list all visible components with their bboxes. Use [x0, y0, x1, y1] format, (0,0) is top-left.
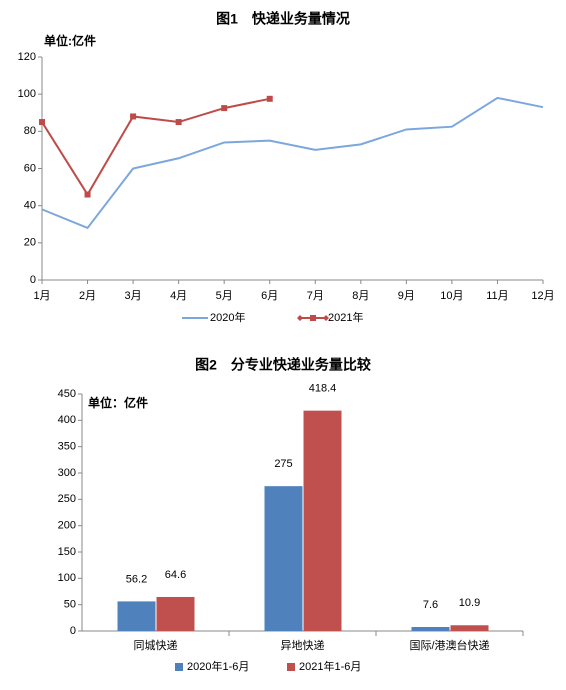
chart-title: 图2 分专业快递业务量比较 [195, 357, 371, 373]
legend-label: 2021年 [328, 310, 363, 324]
value-label: 64.6 [165, 569, 186, 581]
x-tick-label: 12月 [531, 290, 554, 302]
x-tick-label: 8月 [352, 290, 369, 302]
bar [411, 626, 450, 631]
y-tick-label: 300 [58, 467, 76, 479]
x-tick-label: 异地快递 [281, 638, 325, 652]
marker [39, 119, 45, 126]
legend-label: 2021年1-6月 [299, 659, 361, 673]
value-label: 275 [274, 458, 292, 470]
x-tick-label: 6月 [261, 290, 278, 302]
y-tick-label: 60 [24, 162, 36, 174]
chart-title: 图1 快递业务量情况 [216, 11, 350, 27]
legend-label: 2020年1-6月 [187, 659, 249, 673]
marker [221, 105, 228, 112]
y-tick-label: 50 [64, 599, 76, 611]
y-tick-label: 450 [58, 388, 76, 400]
marker [130, 113, 137, 120]
marker [266, 95, 273, 102]
value-label: 7.6 [423, 599, 438, 611]
line-series [41, 97, 270, 197]
x-tick-label: 国际/港澳台快递 [409, 638, 489, 652]
y-tick-label: 40 [24, 200, 36, 212]
y-tick-label: 80 [24, 125, 36, 137]
y-tick-label: 350 [58, 441, 76, 453]
x-tick-label: 9月 [398, 290, 415, 302]
marker [84, 191, 91, 198]
bar [117, 601, 156, 631]
bar [450, 625, 489, 631]
y-tick-label: 400 [58, 414, 76, 426]
y-tick-label: 0 [70, 625, 76, 637]
y-tick-label: 150 [58, 546, 76, 558]
y-tick-label: 250 [58, 493, 76, 505]
y-tick-label: 20 [24, 237, 36, 249]
y-tick-label: 200 [58, 520, 76, 532]
x-tick-label: 10月 [440, 290, 463, 302]
x-tick-label: 同城快递 [134, 638, 178, 652]
legend-marker [297, 315, 329, 321]
value-label: 56.2 [126, 573, 147, 585]
legend-marker [310, 315, 316, 321]
legend-swatch [287, 663, 295, 671]
x-tick-label: 1月 [33, 290, 50, 302]
x-tick-label: 2月 [79, 290, 96, 302]
x-tick-label: 7月 [307, 290, 324, 302]
legend-label: 2020年 [210, 310, 245, 324]
y-tick-label: 100 [58, 572, 76, 584]
x-tick-label: 5月 [216, 290, 233, 302]
legend-swatch [175, 663, 183, 671]
bar [156, 596, 195, 631]
x-tick-label: 3月 [125, 290, 142, 302]
unit-label: 单位：亿件 [88, 395, 148, 410]
unit-label: 单位:亿件 [44, 33, 96, 48]
bar [264, 486, 303, 631]
x-tick-label: 11月 [486, 290, 508, 302]
line-series [41, 96, 544, 230]
x-tick-label: 4月 [170, 290, 187, 302]
value-label: 418.4 [309, 383, 337, 395]
bar [303, 410, 342, 631]
y-tick-label: 100 [18, 88, 36, 100]
y-tick-label: 120 [18, 51, 36, 63]
marker [175, 119, 182, 126]
value-label: 10.9 [459, 597, 480, 609]
y-tick-label: 0 [30, 274, 36, 286]
